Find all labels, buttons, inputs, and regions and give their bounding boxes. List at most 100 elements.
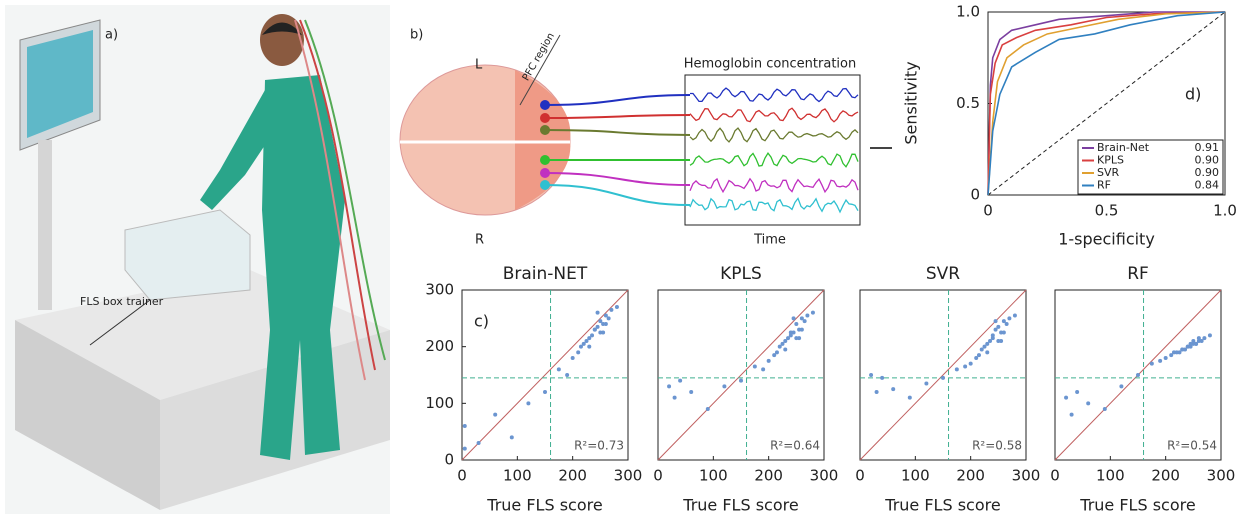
point — [603, 322, 608, 326]
point — [794, 336, 799, 341]
y-tick-label: 0 — [970, 186, 980, 204]
point — [678, 378, 683, 383]
point — [587, 344, 592, 349]
y-tick-label: 0 — [444, 451, 454, 469]
point — [963, 364, 968, 369]
point — [786, 336, 791, 341]
point — [788, 333, 793, 338]
chart-title: SVR — [926, 264, 960, 284]
x-tick-label: 100 — [1096, 467, 1125, 485]
point — [993, 327, 998, 332]
point — [1180, 347, 1185, 352]
point — [667, 384, 672, 389]
point — [1064, 395, 1069, 400]
point — [996, 339, 1001, 343]
point — [581, 341, 586, 346]
point — [565, 373, 570, 377]
wire — [544, 94, 691, 106]
point — [595, 324, 600, 329]
x-tick-label: 100 — [503, 467, 532, 485]
x-tick-label: 300 — [614, 467, 643, 485]
point — [985, 341, 990, 346]
point — [462, 424, 467, 428]
roc-curve — [987, 11, 1225, 196]
point — [1007, 316, 1012, 321]
point — [974, 356, 979, 360]
point — [493, 412, 498, 417]
point — [526, 401, 531, 406]
legend-label: KPLS — [1097, 154, 1124, 167]
point — [1086, 401, 1091, 406]
legend-auc: 0.90 — [1195, 166, 1220, 179]
point — [509, 435, 514, 440]
x-tick-label: 300 — [1207, 467, 1236, 485]
legend-label: Brain-Net — [1097, 141, 1150, 154]
legend-auc: 0.84 — [1195, 179, 1220, 192]
x-axis-label: True FLS score — [884, 496, 1000, 515]
point — [672, 395, 677, 400]
point — [1191, 339, 1196, 343]
point — [570, 356, 575, 360]
or-illustration — [5, 5, 390, 514]
optode — [540, 100, 550, 110]
point — [794, 322, 799, 326]
legend — [1077, 139, 1224, 195]
point — [988, 339, 993, 343]
point — [1183, 347, 1188, 352]
legend-label: SVR — [1097, 166, 1120, 179]
plot-frame — [859, 289, 1027, 461]
hemisphere-label: R — [475, 233, 484, 248]
point — [777, 344, 782, 349]
point — [576, 350, 581, 355]
point — [996, 324, 1001, 329]
point — [1194, 341, 1199, 346]
x-tick-label: 0.5 — [1095, 202, 1119, 220]
point — [1119, 384, 1124, 389]
point — [595, 310, 600, 315]
point — [476, 441, 481, 445]
x-tick-label: 300 — [810, 467, 839, 485]
optode — [540, 125, 550, 135]
y-tick-label: 1.0 — [956, 3, 980, 21]
point — [462, 446, 467, 451]
optode — [540, 168, 550, 178]
x-tick-label: 200 — [754, 467, 783, 485]
point — [601, 322, 606, 326]
x-axis-label: True FLS score — [1079, 496, 1195, 515]
trace — [690, 87, 859, 103]
point — [1001, 319, 1006, 324]
chart-title: Brain-NET — [503, 264, 588, 284]
point — [1202, 336, 1207, 341]
point — [739, 378, 743, 383]
point — [791, 330, 796, 335]
point — [587, 336, 592, 341]
point — [880, 375, 885, 380]
point — [999, 339, 1004, 343]
x-tick-label: 0 — [457, 467, 467, 485]
x-tick-label: 1.0 — [1213, 202, 1237, 220]
y-tick-label: 0.5 — [956, 94, 980, 112]
point — [976, 353, 981, 358]
point — [603, 313, 608, 318]
point — [783, 347, 788, 352]
point — [722, 384, 727, 389]
point — [874, 390, 879, 394]
point — [1196, 336, 1201, 341]
chart-title: KPLS — [720, 264, 762, 284]
x-tick-label: 100 — [901, 467, 930, 485]
y-axis-label: Sensitivity — [902, 61, 921, 144]
optode — [540, 155, 550, 165]
x-tick-label: 0 — [1050, 467, 1060, 485]
point — [761, 367, 766, 372]
wire — [544, 114, 691, 119]
point — [1136, 373, 1140, 377]
point — [1174, 350, 1179, 355]
point — [614, 305, 619, 309]
point — [891, 387, 896, 392]
point — [979, 347, 984, 352]
point — [799, 316, 804, 321]
trace — [689, 152, 859, 168]
point — [584, 339, 589, 343]
point — [1191, 341, 1196, 346]
identity-line — [461, 289, 629, 461]
